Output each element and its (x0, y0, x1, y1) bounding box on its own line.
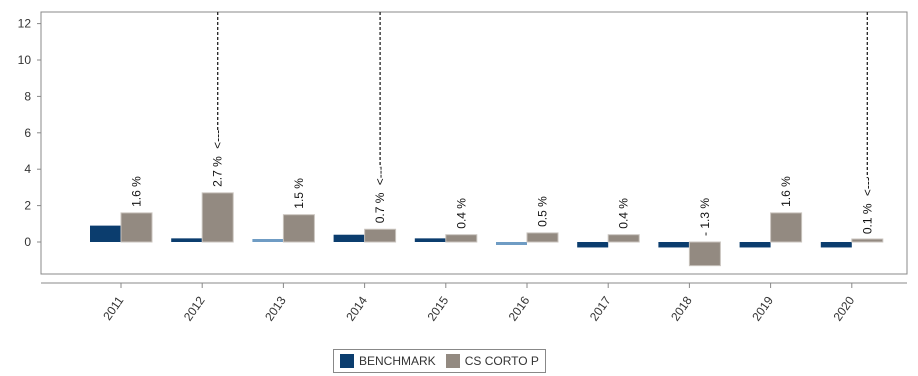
data-label: 0.7 % (373, 192, 387, 223)
x-tick-label: 2015 (424, 293, 451, 323)
bar-cs-corto-p (851, 238, 884, 243)
data-label: 1.5 % (292, 178, 306, 209)
x-tick-label: 2011 (100, 293, 126, 322)
bar-benchmark (820, 242, 852, 248)
legend-item-cs-corto-p: CS CORTO P (445, 354, 539, 368)
legend-swatch-benchmark (340, 354, 354, 368)
data-label: 0.4 % (617, 198, 631, 229)
bar-series (90, 192, 884, 267)
x-tick-label: 2012 (181, 293, 208, 323)
bar-benchmark (496, 242, 527, 245)
x-tick-label: 2018 (668, 293, 695, 323)
legend: BENCHMARK CS CORTO P (333, 349, 546, 373)
bar-cs-corto-p (364, 228, 397, 243)
annotation-arrow: <--- (373, 166, 387, 185)
bar-benchmark (739, 242, 771, 248)
data-label: 1.6 % (130, 176, 144, 207)
bar-benchmark (577, 242, 609, 248)
x-tick-label: 2017 (587, 293, 614, 323)
bar-cs-corto-p (607, 234, 640, 243)
y-tick-label: 8 (24, 89, 31, 103)
bar-benchmark (414, 238, 446, 242)
data-label: 2.7 % (211, 156, 225, 187)
data-label: 1.6 % (779, 176, 793, 207)
bar-benchmark (171, 238, 203, 242)
data-labels: 1.6 % 2.7 % 1.5 % 0.7 % 0.4 % 0.5 % 0.4 % - 1.3… (130, 156, 875, 236)
bar-cs-corto-p (688, 241, 721, 267)
annotation-arrow: <--- (860, 177, 874, 196)
bar-benchmark (333, 234, 365, 242)
data-label: - 1.3 % (698, 198, 712, 236)
x-tick-label: 2014 (343, 293, 370, 323)
bar-cs-corto-p (445, 234, 478, 243)
data-label: 0.1 % (860, 203, 874, 234)
bar-cs-corto-p (120, 212, 153, 243)
plot-frame (40, 11, 908, 275)
y-tick-label: 12 (18, 17, 32, 31)
legend-swatch-cs-corto-p (445, 354, 460, 368)
y-axis: 0 2 4 6 8 10 12 (18, 17, 41, 249)
x-axis: 2011 2012 2013 2014 2015 2016 2017 2018 2019 2020 (41, 282, 907, 324)
x-tick-label: 2013 (262, 293, 289, 323)
bar-cs-corto-p (201, 192, 234, 243)
dashed-arrow-annotations: <--- <--- <--- (211, 12, 874, 196)
y-tick-label: 2 (24, 199, 31, 213)
data-label: 0.4 % (454, 198, 468, 229)
x-tick-label: 2016 (506, 293, 533, 323)
x-tick-label: 2019 (749, 293, 776, 323)
annotation-arrow: <--- (211, 130, 225, 149)
bar-cs-corto-p (770, 212, 803, 243)
legend-label-benchmark: BENCHMARK (359, 354, 436, 368)
x-tick-label: 2020 (830, 293, 857, 323)
y-tick-label: 6 (24, 126, 31, 140)
legend-label-cs-corto-p: CS CORTO P (464, 354, 539, 368)
bar-benchmark (252, 239, 284, 242)
y-tick-label: 4 (24, 162, 31, 176)
legend-item-benchmark: BENCHMARK (340, 354, 436, 368)
y-tick-label: 10 (18, 53, 32, 67)
data-label: 0.5 % (536, 196, 550, 227)
bar-cs-corto-p (526, 232, 559, 243)
bar-benchmark (90, 225, 121, 242)
bar-benchmark (658, 242, 690, 248)
bar-cs-corto-p (282, 214, 315, 243)
y-tick-label: 0 (24, 235, 31, 249)
